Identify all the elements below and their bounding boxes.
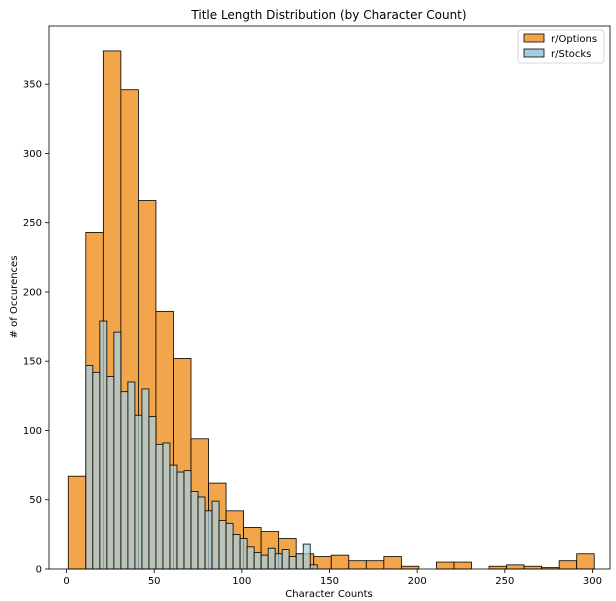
bar-options-26: [523, 565, 543, 570]
x-tick-label-5: 250: [495, 576, 514, 587]
y-axis-ticks: 0 50 100 150 200 250 300 350: [23, 80, 49, 576]
x-tick-label-0: 0: [63, 576, 69, 587]
legend-label-stocks: r/Stocks: [551, 49, 591, 60]
bar-options-25: [506, 564, 525, 570]
x-tick-label-3: 150: [320, 576, 339, 587]
legend-label-options: r/Options: [551, 34, 597, 45]
bar-stocks-19: [218, 520, 227, 570]
bar-stocks-27: [274, 553, 283, 570]
x-tick-label-6: 300: [583, 576, 602, 587]
bar-options-15: [330, 554, 350, 570]
bar-stocks-21: [232, 533, 241, 570]
bar-stocks-9: [148, 416, 157, 570]
bar-stocks-25: [260, 554, 269, 570]
bar-stocks-11: [162, 442, 171, 570]
legend-swatch-stocks: [523, 48, 545, 58]
bar-stocks-23: [246, 546, 255, 570]
bar-options-28: [558, 560, 578, 570]
x-axis-label: Character Counts: [285, 589, 372, 600]
y-tick-label-4: 200: [23, 287, 42, 298]
bar-stocks-15: [190, 491, 199, 570]
bar-stocks-1: [92, 371, 101, 570]
y-tick-label-2: 100: [23, 426, 42, 437]
bar-stocks-32: [309, 564, 318, 570]
bar-stocks-20: [225, 522, 234, 570]
bar-stocks-3: [106, 376, 115, 570]
bar-stocks-4: [113, 331, 122, 570]
bar-stocks-28: [281, 549, 290, 570]
bar-options-21: [436, 561, 455, 570]
legend-swatch-options: [523, 33, 545, 43]
bar-stocks-8: [141, 388, 150, 570]
y-tick-label-5: 250: [23, 218, 42, 229]
x-tick-label-1: 50: [148, 576, 161, 587]
bar-stocks-5: [120, 391, 129, 570]
y-axis-label: # of Occurences: [9, 256, 20, 339]
bar-options-29: [576, 553, 595, 570]
bar-stocks-29: [288, 556, 297, 570]
bar-stocks-14: [183, 470, 192, 570]
bar-stocks-26: [267, 547, 276, 570]
bar-options-0: [67, 475, 87, 570]
bar-stocks-13: [176, 471, 185, 570]
bar-stocks-30: [295, 553, 304, 570]
bar-options-19: [400, 565, 420, 570]
legend: r/Options r/Stocks: [517, 29, 605, 64]
bar-stocks-17: [204, 510, 213, 570]
y-tick-label-1: 50: [29, 495, 42, 506]
bar-options-16: [348, 560, 367, 570]
bar-options-22: [453, 561, 472, 570]
bar-stocks-6: [127, 381, 136, 570]
y-tick-label-0: 0: [36, 565, 42, 576]
x-tick-label-4: 200: [408, 576, 427, 587]
bar-options-17: [365, 560, 385, 570]
y-tick-label-3: 150: [23, 357, 42, 368]
stocks-bars: [85, 320, 318, 570]
chart-title: Title Length Distribution (by Character …: [190, 8, 466, 22]
bar-stocks-2: [99, 320, 108, 570]
bar-stocks-18: [211, 500, 220, 570]
bar-stocks-7: [134, 414, 143, 570]
bar-stocks-10: [155, 443, 164, 570]
bar-stocks-16: [197, 496, 206, 570]
bar-stocks-31: [302, 543, 311, 570]
bar-stocks-0: [85, 364, 94, 570]
bar-options-24: [488, 565, 507, 570]
y-tick-label-6: 300: [23, 149, 42, 160]
bar-options-18: [383, 556, 402, 570]
x-tick-label-2: 100: [232, 576, 251, 587]
bar-stocks-12: [169, 464, 178, 570]
bar-stocks-24: [253, 551, 262, 570]
bar-stocks-22: [239, 538, 248, 570]
x-axis-ticks: 0 50 100 150 200 250 300: [63, 569, 602, 587]
y-tick-label-7: 350: [23, 80, 42, 91]
